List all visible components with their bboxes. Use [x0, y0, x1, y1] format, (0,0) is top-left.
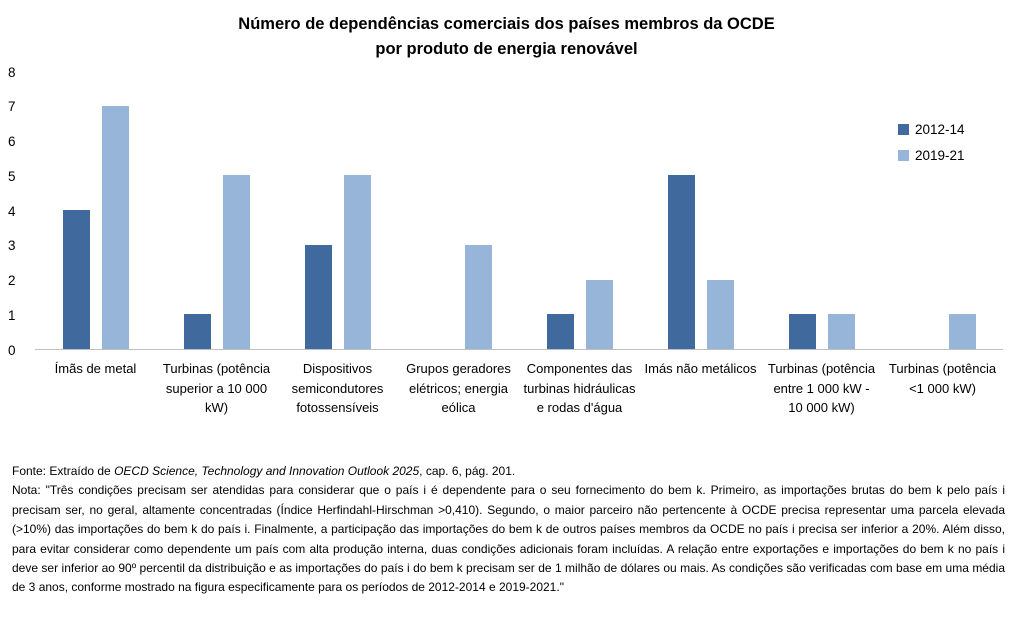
bar-2012-14-7: [788, 314, 816, 349]
chart-title: Número de dependências comerciais dos pa…: [0, 0, 1013, 62]
bar-2012-14-1: [62, 210, 90, 349]
bar-2012-14-5: [546, 314, 574, 349]
bar-group-8: [882, 72, 1003, 349]
bar-group-1: [35, 72, 156, 349]
bar-2012-14-2: [183, 314, 211, 349]
bar-chart: 0 1 2 3 4 5 6 7 8 Ímãs de metal Turbinas (potênci…: [0, 62, 1013, 454]
bar-2019-21-2: [222, 175, 250, 349]
bar-2019-21-5: [585, 279, 613, 349]
y-tick-label-7: 7: [8, 99, 16, 115]
note-text: Nota: "Três condições precisam ser atend…: [12, 483, 1005, 595]
y-tick-label-8: 8: [8, 64, 16, 80]
bar-group-2: [156, 72, 277, 349]
bar-2019-21-3: [343, 175, 371, 349]
x-axis-label-2: Turbinas (potência superior a 10 000 kW): [162, 361, 271, 415]
y-tick-label-5: 5: [8, 168, 16, 184]
legend-label: 2012-14: [915, 122, 965, 137]
bar-group-3: [277, 72, 398, 349]
chart-title-line1: Número de dependências comerciais dos pa…: [238, 15, 775, 33]
legend-item-2019-21: 2019-21: [898, 148, 965, 163]
y-axis: 0 1 2 3 4 5 6 7 8: [0, 62, 30, 454]
chart-title-line2: por produto de energia renovável: [375, 40, 638, 58]
legend-label: 2019-21: [915, 148, 965, 163]
bar-group-7: [761, 72, 882, 349]
y-tick-label-1: 1: [8, 307, 16, 323]
source-publication: OECD Science, Technology and Innovation …: [114, 464, 420, 478]
x-axis-label-1: Ímãs de metal: [54, 361, 137, 376]
bar-group-4: [398, 72, 519, 349]
x-axis-labels: Ímãs de metal Turbinas (potência superior…: [35, 359, 1003, 418]
bar-2019-21-1: [101, 105, 129, 349]
x-axis-label-5: Componentes das turbinas hidráulicas e r…: [523, 361, 636, 415]
y-tick-label-3: 3: [8, 238, 16, 254]
bar-2019-21-8: [948, 314, 976, 349]
bar-2019-21-7: [827, 314, 855, 349]
bar-group-5: [519, 72, 640, 349]
x-axis-label-4: Grupos geradores elétricos; energia eóli…: [406, 361, 511, 415]
y-tick-label-4: 4: [8, 203, 16, 219]
source-prefix: Fonte: Extraído de: [12, 464, 115, 478]
source-suffix: , cap. 6, pág. 201.: [419, 464, 516, 478]
bar-2019-21-4: [464, 244, 492, 349]
bar-2019-21-6: [706, 279, 734, 349]
legend-swatch-icon: [898, 150, 909, 161]
y-tick-label-0: 0: [8, 342, 16, 358]
y-tick-label-6: 6: [8, 134, 16, 149]
x-axis-label-8: Turbinas (potência <1 000 kW): [888, 361, 997, 396]
bar-2012-14-3: [304, 244, 332, 349]
legend-swatch-icon: [898, 124, 909, 135]
legend: 2012-14 2019-21: [898, 122, 965, 174]
legend-item-2012-14: 2012-14: [898, 122, 965, 137]
plot-area: [35, 72, 1003, 350]
footer: Fonte: Extraído de OECD Science, Technol…: [0, 454, 1013, 598]
source-line: Fonte: Extraído de OECD Science, Technol…: [12, 462, 1005, 481]
bar-group-6: [640, 72, 761, 349]
x-axis-label-3: Dispositivos semicondutores fotossensíve…: [291, 361, 384, 415]
bar-2012-14-6: [667, 175, 695, 349]
x-axis-label-6: Imás não metálicos: [644, 361, 757, 376]
x-axis-label-7: Turbinas (potência entre 1 000 kW - 10 0…: [767, 361, 876, 415]
y-tick-label-2: 2: [8, 273, 16, 288]
